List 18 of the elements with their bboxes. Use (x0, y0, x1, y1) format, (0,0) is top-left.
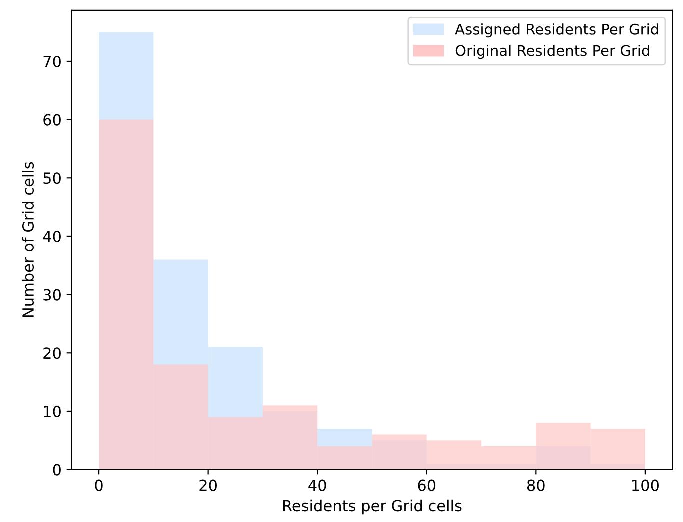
x-axis-title: Residents per Grid cells (283, 500, 462, 515)
y-tick-label: 30 (44, 289, 61, 301)
legend-label: Original Residents Per Grid (456, 44, 650, 60)
x-tick-label: 80 (527, 480, 545, 492)
x-tick-label: 100 (632, 480, 659, 492)
y-axis-title: Number of Grid cells (22, 162, 34, 318)
y-tick-label: 70 (44, 56, 61, 68)
y-tick-label: 10 (44, 406, 61, 418)
x-tick-label: 40 (308, 480, 326, 492)
y-tick-label: 50 (44, 172, 61, 184)
y-tick-label: 40 (43, 230, 61, 242)
x-tick-label: 20 (200, 480, 218, 492)
y-tick-label: 20 (44, 348, 61, 360)
x-tick-label: 0 (95, 480, 103, 492)
x-tick-label: 60 (418, 480, 436, 492)
y-tick-label: 0 (53, 464, 61, 476)
y-tick-label: 60 (44, 114, 61, 126)
legend-label: Assigned Residents Per Grid (455, 24, 658, 38)
